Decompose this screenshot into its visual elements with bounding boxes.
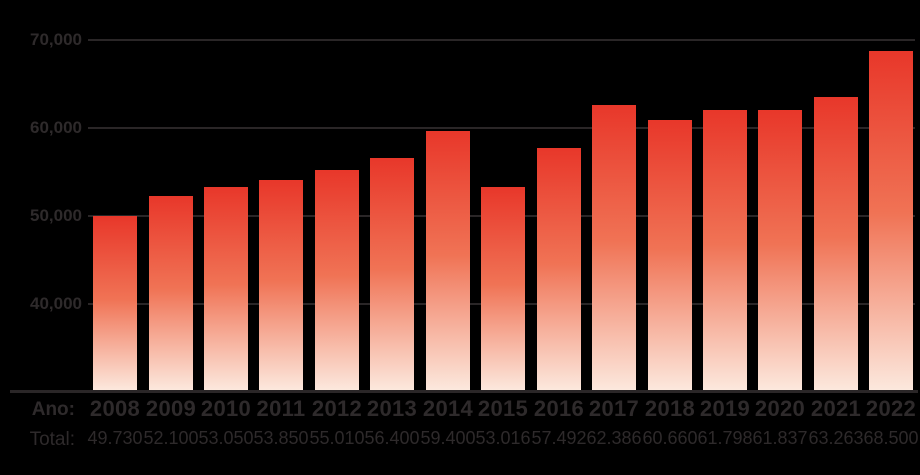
total-row-label: Total: [29, 429, 75, 450]
bar-2020 [758, 110, 802, 390]
bar-2016 [537, 148, 581, 390]
bar-2017 [592, 105, 636, 390]
total-label-2009: 52.100 [143, 428, 199, 448]
y-axis-label-60000: 60,000 [30, 118, 82, 137]
year-label-2016: 2016 [533, 396, 585, 421]
bar-2018 [648, 120, 692, 390]
year-row-label: Ano: [31, 399, 75, 420]
gridline-60000 [88, 127, 915, 129]
bar-2011 [259, 180, 303, 390]
year-label-2015: 2015 [477, 396, 529, 421]
bar-2015 [481, 187, 525, 390]
bar-2019 [703, 110, 747, 390]
bar-2021 [814, 97, 858, 390]
bar-2022 [869, 51, 913, 390]
total-label-2011: 53.850 [253, 428, 309, 448]
total-label-2014: 59.400 [420, 428, 476, 448]
year-label-2011: 2011 [256, 396, 306, 421]
total-label-2012: 55.010 [309, 428, 365, 448]
total-label-2015: 53.016 [475, 428, 531, 448]
bar-2009 [149, 196, 193, 390]
gridline-70000 [88, 39, 915, 41]
y-axis-label-50000: 50,000 [30, 206, 82, 225]
year-label-2020: 2020 [754, 396, 806, 421]
total-label-2013: 56.400 [364, 428, 420, 448]
year-label-2019: 2019 [699, 396, 751, 421]
year-label-2021: 2021 [810, 396, 862, 421]
year-label-2014: 2014 [422, 396, 474, 421]
year-label-2013: 2013 [366, 396, 418, 421]
bar-2014 [426, 131, 470, 390]
year-label-2010: 2010 [200, 396, 252, 421]
total-label-2008: 49.730 [87, 428, 143, 448]
total-label-2018: 60.660 [642, 428, 698, 448]
y-axis-label-40000: 40,000 [30, 294, 82, 313]
total-label-2010: 53.050 [198, 428, 254, 448]
year-label-2022: 2022 [865, 396, 917, 421]
year-label-2012: 2012 [311, 396, 363, 421]
total-label-2020: 61.837 [752, 428, 808, 448]
bar-2010 [204, 187, 248, 390]
total-label-2017: 62.386 [586, 428, 642, 448]
year-label-2017: 2017 [588, 396, 640, 421]
total-label-2019: 61.798 [697, 428, 753, 448]
total-label-2022: 68.500 [863, 428, 919, 448]
year-label-2008: 2008 [89, 396, 141, 421]
bar-2012 [315, 170, 359, 390]
bar-2008 [93, 216, 137, 390]
x-axis-line [10, 390, 918, 393]
total-label-2021: 63.263 [808, 428, 864, 448]
total-label-2016: 57.492 [531, 428, 587, 448]
bar-2013 [370, 158, 414, 390]
year-label-2018: 2018 [644, 396, 696, 421]
y-axis-label-70000: 70,000 [30, 30, 82, 49]
year-label-2009: 2009 [145, 396, 197, 421]
